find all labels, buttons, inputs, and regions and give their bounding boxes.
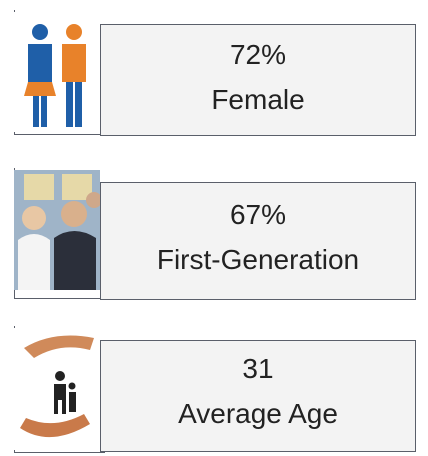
stat-label: First-Generation <box>101 238 415 283</box>
stat-label: Average Age <box>101 392 415 437</box>
stat-card: 67% First-Generation <box>100 182 416 300</box>
infographic: 72% Female 67% First-Generation 31 Avera… <box>0 0 428 456</box>
stat-card: 31 Average Age <box>100 340 416 452</box>
stat-card: 72% Female <box>100 24 416 136</box>
stat-value: 67% <box>101 193 415 238</box>
gender-icon <box>14 12 100 132</box>
stat-value: 72% <box>101 33 415 78</box>
hands-icon <box>14 328 100 450</box>
stat-value: 31 <box>101 347 415 392</box>
people-photo <box>14 170 100 290</box>
stat-label: Female <box>101 78 415 123</box>
